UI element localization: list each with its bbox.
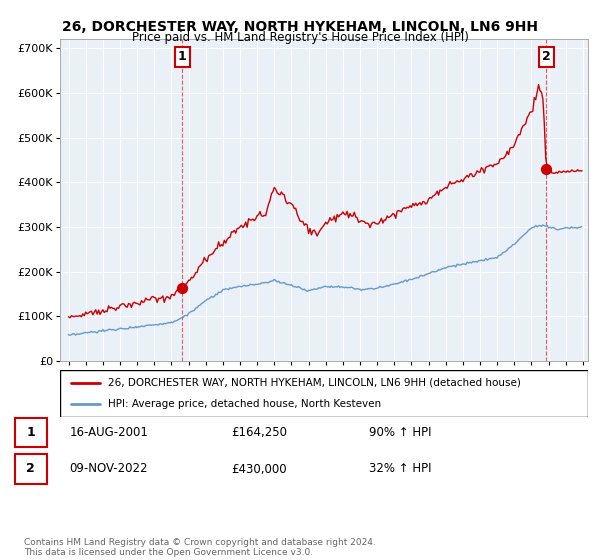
Text: 32% ↑ HPI: 32% ↑ HPI bbox=[369, 463, 431, 475]
Point bbox=[541, 165, 551, 174]
Text: £430,000: £430,000 bbox=[231, 463, 287, 475]
Bar bbox=[15, 418, 47, 447]
Text: 2: 2 bbox=[542, 50, 551, 63]
Text: £164,250: £164,250 bbox=[231, 426, 287, 439]
Text: 26, DORCHESTER WAY, NORTH HYKEHAM, LINCOLN, LN6 9HH: 26, DORCHESTER WAY, NORTH HYKEHAM, LINCO… bbox=[62, 20, 538, 34]
Bar bbox=[15, 455, 47, 484]
Text: Price paid vs. HM Land Registry's House Price Index (HPI): Price paid vs. HM Land Registry's House … bbox=[131, 31, 469, 44]
Text: 09-NOV-2022: 09-NOV-2022 bbox=[70, 463, 148, 475]
Text: 26, DORCHESTER WAY, NORTH HYKEHAM, LINCOLN, LN6 9HH (detached house): 26, DORCHESTER WAY, NORTH HYKEHAM, LINCO… bbox=[107, 378, 520, 388]
Text: 16-AUG-2001: 16-AUG-2001 bbox=[70, 426, 148, 439]
Text: 1: 1 bbox=[178, 50, 187, 63]
Text: 2: 2 bbox=[26, 463, 35, 475]
Text: Contains HM Land Registry data © Crown copyright and database right 2024.
This d: Contains HM Land Registry data © Crown c… bbox=[24, 538, 376, 557]
Point bbox=[177, 283, 187, 292]
Text: 90% ↑ HPI: 90% ↑ HPI bbox=[369, 426, 431, 439]
Text: 1: 1 bbox=[26, 426, 35, 439]
Text: HPI: Average price, detached house, North Kesteven: HPI: Average price, detached house, Nort… bbox=[107, 399, 380, 409]
